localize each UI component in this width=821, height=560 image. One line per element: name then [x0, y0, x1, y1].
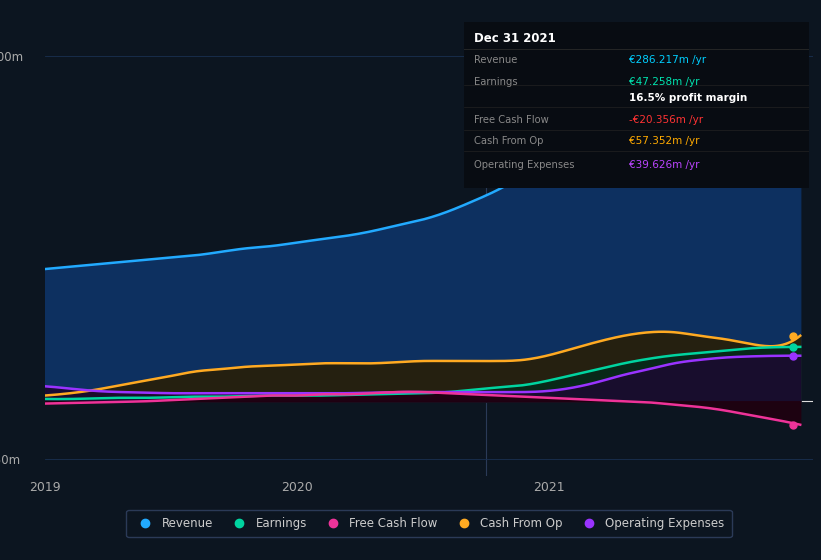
Text: Revenue: Revenue — [475, 55, 517, 66]
Text: Free Cash Flow: Free Cash Flow — [475, 115, 549, 125]
Text: €47.258m /yr: €47.258m /yr — [630, 77, 699, 87]
Text: Dec 31 2021: Dec 31 2021 — [475, 32, 556, 45]
Text: €39.626m /yr: €39.626m /yr — [630, 160, 699, 170]
Text: 16.5% profit margin: 16.5% profit margin — [630, 94, 748, 104]
Text: €57.352m /yr: €57.352m /yr — [630, 137, 699, 146]
Legend: Revenue, Earnings, Free Cash Flow, Cash From Op, Operating Expenses: Revenue, Earnings, Free Cash Flow, Cash … — [126, 510, 732, 537]
Text: Cash From Op: Cash From Op — [475, 137, 544, 146]
Text: €286.217m /yr: €286.217m /yr — [630, 55, 707, 66]
Text: Earnings: Earnings — [475, 77, 518, 87]
Text: Operating Expenses: Operating Expenses — [475, 160, 575, 170]
Text: -€20.356m /yr: -€20.356m /yr — [630, 115, 704, 125]
